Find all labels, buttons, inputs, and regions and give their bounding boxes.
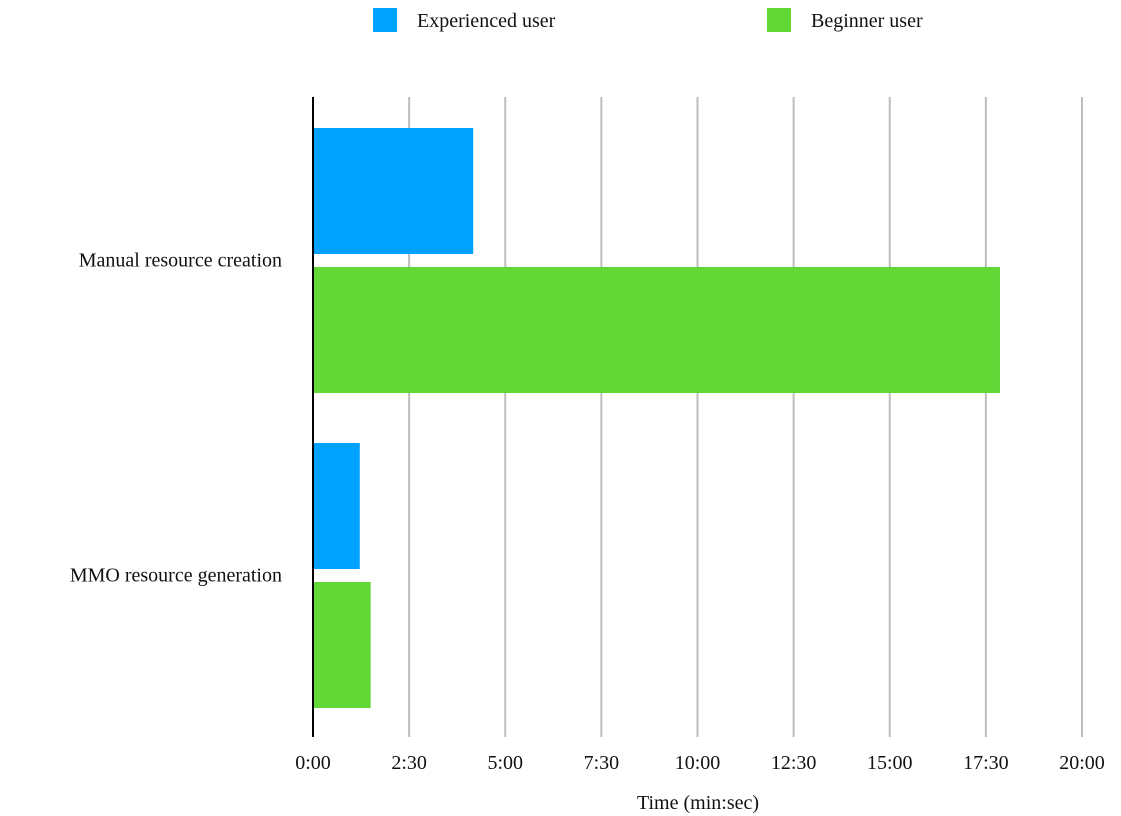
bars	[313, 128, 1000, 708]
legend-label: Beginner user	[811, 10, 923, 32]
x-tick-label: 15:00	[867, 752, 913, 774]
x-tick-label: 2:30	[391, 752, 427, 774]
bar	[313, 267, 1000, 393]
legend-item: Experienced user	[373, 8, 556, 32]
x-axis-tick-labels: 0:00 2:30 5:00 7:30 10:00 12:30 15:00 17:30 20:0…	[295, 752, 1105, 774]
x-tick-label: 0:00	[295, 752, 331, 774]
legend-item: Beginner user	[767, 8, 923, 32]
bar	[313, 128, 474, 254]
gridlines	[408, 97, 1083, 737]
legend-swatch	[767, 8, 791, 32]
category-label: Manual resource creation	[79, 250, 282, 272]
legend: Experienced user Beginner user	[373, 8, 923, 32]
legend-label: Experienced user	[417, 10, 556, 32]
bar	[313, 582, 371, 708]
y-axis-labels: Manual resource creation MMO resource gen…	[70, 250, 282, 587]
x-tick-label: 10:00	[675, 752, 721, 774]
x-axis-title: Time (min:sec)	[637, 792, 759, 814]
x-tick-label: 7:30	[584, 752, 620, 774]
x-tick-label: 12:30	[771, 752, 817, 774]
x-tick-label: 5:00	[487, 752, 523, 774]
category-label: MMO resource generation	[70, 565, 282, 587]
x-tick-label: 17:30	[963, 752, 1009, 774]
legend-swatch	[373, 8, 397, 32]
x-tick-label: 20:00	[1059, 752, 1105, 774]
bar	[313, 443, 360, 569]
